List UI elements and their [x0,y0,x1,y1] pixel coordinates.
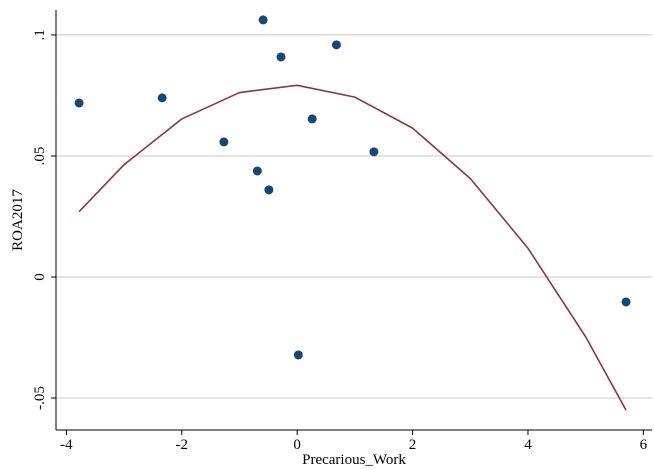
point [157,93,167,103]
y-tick-label: -.05 [32,386,48,410]
x-tick-label: -2 [176,437,189,453]
point [621,297,631,307]
x-tick-label: 0 [293,437,301,453]
x-tick-label: -4 [60,437,73,453]
point [252,166,262,176]
point [219,137,229,147]
y-tick-label: 0 [32,273,48,281]
y-tick-label: .1 [32,29,48,40]
y-axis-label: ROA2017 [10,189,26,251]
fit-line [78,84,627,411]
x-tick-label: 6 [640,437,648,453]
y-tick-label: .05 [32,147,48,166]
x-axis-label: Precarious_Work [302,452,406,468]
point [331,40,341,50]
point [258,15,268,25]
point [369,147,379,157]
point [276,52,286,62]
x-tick-label: 2 [409,437,417,453]
point [74,98,84,108]
point [307,114,317,124]
x-tick-label: 4 [524,437,532,453]
point [264,185,274,195]
point [293,350,303,360]
